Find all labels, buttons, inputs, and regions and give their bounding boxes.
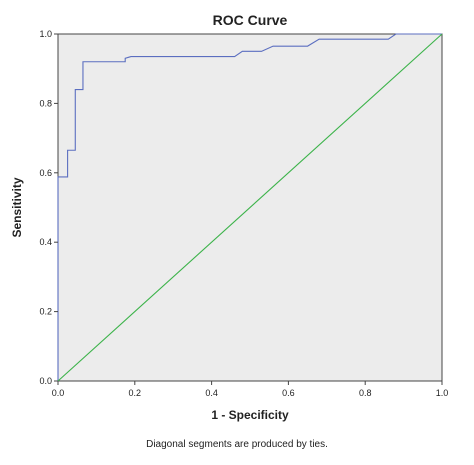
reference-diagonal-line [57, 33, 443, 382]
y-tick-label: 0.0 [39, 376, 52, 386]
y-tick-label: 0.6 [39, 168, 52, 178]
y-tick-label: 0.4 [39, 237, 52, 247]
y-tick-label: 1.0 [39, 29, 52, 39]
footnote: Diagonal segments are produced by ties. [146, 439, 328, 450]
x-tick-label: 0.4 [205, 388, 218, 398]
x-tick-label: 0.2 [129, 388, 142, 398]
x-tick-label: 1.0 [436, 388, 449, 398]
axes-layer: 0.0 0.2 0.4 0.6 0.8 1.0 0.0 0.2 0.4 0.6 0.8 1.0 [39, 29, 448, 398]
chart-title: ROC Curve [213, 12, 288, 28]
x-tick-label: 0.6 [282, 388, 295, 398]
y-tick-label: 0.2 [39, 307, 52, 317]
x-tick-label: 0.0 [52, 388, 65, 398]
x-axis-title: 1 - Specificity [211, 408, 289, 422]
y-axis-title: Sensitivity [10, 177, 24, 237]
roc-curve-line [57, 33, 442, 381]
series-layer [57, 33, 443, 382]
y-tick-label: 0.8 [39, 98, 52, 108]
x-tick-label: 0.8 [359, 388, 372, 398]
